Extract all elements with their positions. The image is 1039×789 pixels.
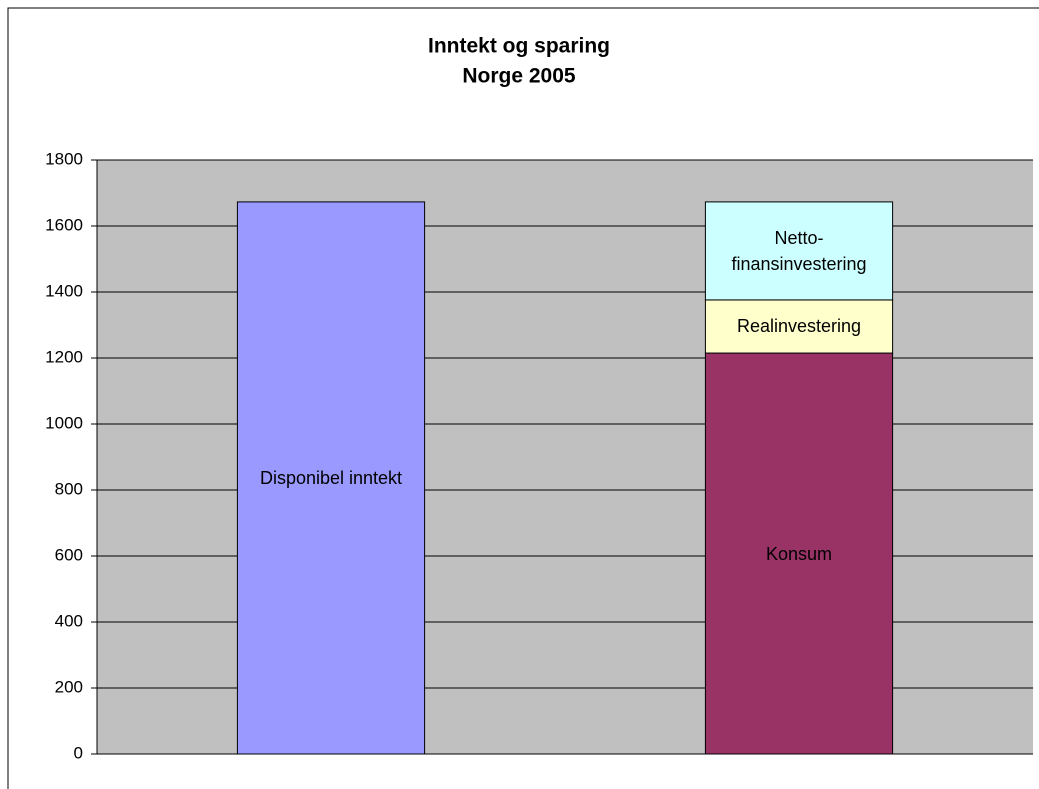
- y-tick-label: 400: [55, 611, 83, 630]
- y-tick-label: 800: [55, 479, 83, 498]
- chart-subtitle: Norge 2005: [462, 65, 576, 88]
- bar-segment: [704, 201, 894, 301]
- y-tick-label: 200: [55, 677, 83, 696]
- segment-label: Disponibel inntekt: [259, 467, 403, 488]
- bar-segment: [236, 201, 426, 755]
- segment-label: Realinvestering: [736, 316, 862, 337]
- bar-segment: [704, 299, 894, 354]
- segment-label: Konsum: [765, 543, 833, 564]
- y-tick-label: 600: [55, 545, 83, 564]
- y-tick-label: 0: [74, 743, 83, 762]
- bar-segment: [704, 352, 894, 755]
- y-tick-label: 1600: [45, 215, 83, 234]
- y-tick-label: 1800: [45, 149, 83, 168]
- y-tick-label: 1400: [45, 281, 83, 300]
- y-tick-label: 1000: [45, 413, 83, 432]
- chart-title: Inntekt og sparing: [428, 35, 610, 58]
- y-tick-label: 1200: [45, 347, 83, 366]
- segment-label: Netto-finansinvestering: [731, 227, 867, 274]
